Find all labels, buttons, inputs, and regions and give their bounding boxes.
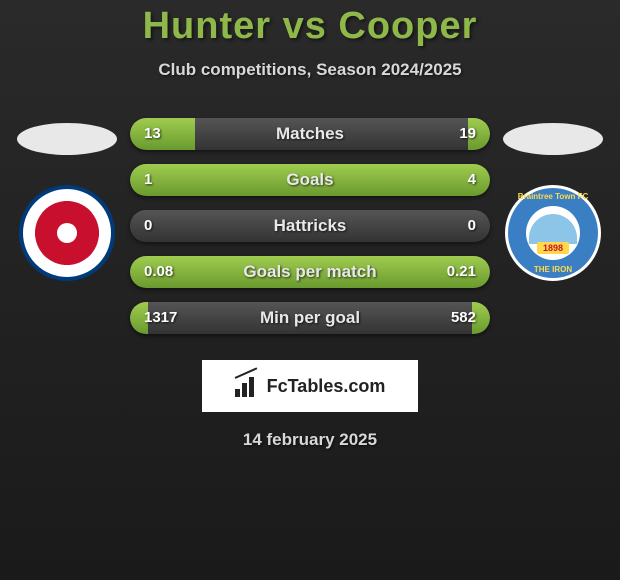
stat-label: Min per goal: [130, 302, 490, 334]
stat-row: 00Hattricks: [130, 210, 490, 242]
stat-label: Matches: [130, 118, 490, 150]
player-left-column: [12, 118, 122, 281]
stat-row: 1319Matches: [130, 118, 490, 150]
stat-label: Goals per match: [130, 256, 490, 288]
page-title: Hunter vs Cooper: [0, 5, 620, 48]
brand-chart-icon: [235, 375, 261, 397]
stat-label: Goals: [130, 164, 490, 196]
club-badge-hartlepool: [19, 185, 115, 281]
stat-row: 14Goals: [130, 164, 490, 196]
badge-year: 1898: [537, 242, 569, 254]
stat-label: Hattricks: [130, 210, 490, 242]
stats-column: 1319Matches 14Goals 00Hattricks 0.080.21Goa…: [130, 118, 490, 348]
badge-ring-text-top: Braintree Town FC: [508, 192, 598, 201]
competition-subtitle: Club competitions, Season 2024/2025: [0, 60, 620, 80]
stat-row: 0.080.21Goals per match: [130, 256, 490, 288]
comparison-row: 1319Matches 14Goals 00Hattricks 0.080.21Goa…: [0, 118, 620, 348]
player-left-photo-placeholder: [17, 123, 117, 155]
player-right-column: Braintree Town FC 1898 THE IRON: [498, 118, 608, 281]
player-right-photo-placeholder: [503, 123, 603, 155]
footer-date: 14 february 2025: [0, 430, 620, 450]
brand-label: FcTables.com: [267, 376, 386, 397]
badge-ring-text-bottom: THE IRON: [508, 265, 598, 274]
brand-watermark[interactable]: FcTables.com: [202, 360, 418, 412]
stat-row: 1317582Min per goal: [130, 302, 490, 334]
club-badge-braintree: Braintree Town FC 1898 THE IRON: [505, 185, 601, 281]
